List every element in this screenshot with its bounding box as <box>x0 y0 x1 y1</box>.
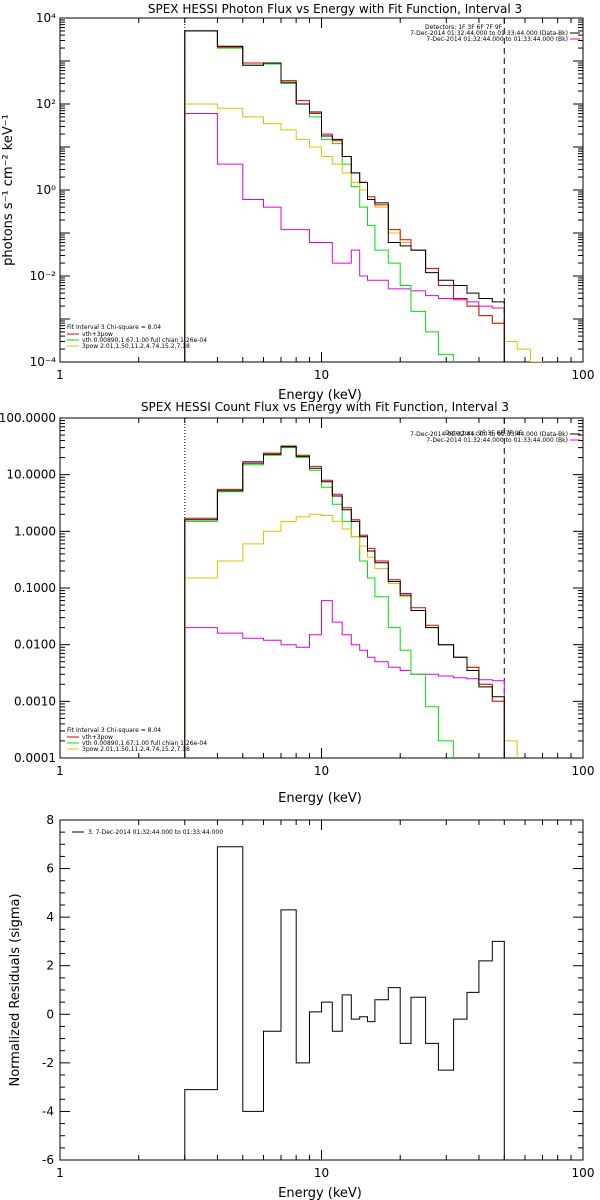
residual-ytick-label: 8 <box>46 813 54 827</box>
residual-ytick-label: 4 <box>46 910 54 924</box>
photon-xtick-label: 10 <box>314 368 329 382</box>
photon-fit-legend-title: Fit Interval 3 Chi-square = 8.04 <box>67 324 161 331</box>
count-ytick-label: 10.0000 <box>6 468 56 482</box>
photon-fit-legend-entry: vth 0.00890,1.67,1.00 full chian 1.26e-0… <box>82 337 207 344</box>
residuals-panel: Energy (keV) Normalized Residuals (sigma… <box>8 813 594 1200</box>
count-flux-plot-layer: 1 10 100 0.0001 0.0010 0.0100 0.1000 1.0000 10.0… <box>0 411 594 778</box>
photon-xtick-label: 1 <box>56 368 64 382</box>
count-xtick-label: 100 <box>572 764 595 778</box>
count-fit-legend-entry: 3pow 2.01,1.50,11.2,4.74,15.2,7.18 <box>82 746 190 753</box>
photon-ytick-label: 10⁻² <box>30 269 57 283</box>
residual-ytick-label: -2 <box>42 1056 54 1070</box>
photon-legend-entry: 7-Dec-2014 01:32:44.000 to 01:33:44.000 … <box>410 30 568 37</box>
residual-xtick-label: 10 <box>314 1166 329 1180</box>
residual-ytick-label: 0 <box>46 1007 54 1021</box>
count-series-vth-plus-3pow <box>184 445 505 758</box>
photon-xtick-label: 100 <box>572 368 595 382</box>
photon-legend-entry: 7-Dec-2014 01:32:44.000 to 01:33:44.000 … <box>426 36 568 43</box>
count-ytick-label: 0.0001 <box>14 751 56 765</box>
residual-ytick-label: 6 <box>46 862 54 876</box>
photon-flux-ylabel: photons s⁻¹ cm⁻² keV⁻¹ <box>1 114 16 266</box>
count-flux-xlabel: Energy (keV) <box>278 791 362 806</box>
count-series-background <box>184 600 505 758</box>
photon-flux-panel: SPEX HESSI Photon Flux vs Energy with Fi… <box>1 2 594 403</box>
photon-detectors-label: Detectors: 1F 3F 6F 7F 9F <box>425 24 503 31</box>
photon-series-pow <box>184 103 543 362</box>
count-legend-entry: 7-Dec-2014 01:32:44.000 to 01:33:44.000 … <box>410 431 568 438</box>
residual-xtick-label: 1 <box>56 1166 64 1180</box>
photon-series-vth-plus-3pow <box>184 30 505 362</box>
photon-series-background <box>184 113 505 362</box>
count-detectors-label: Detectors: 1F 3F 6F 7F 9F <box>445 430 523 437</box>
count-xtick-label: 1 <box>56 764 64 778</box>
count-fit-legend-title: Fit Interval 3 Chi-square = 8.04 <box>67 727 161 734</box>
photon-fit-legend-entry: 3pow 2.01,1.50,11.2,4.74,15.2,7.18 <box>82 343 190 350</box>
residual-legend-entry: 3. 7-Dec-2014 01:32:44.000 to 01:33:44.0… <box>88 829 223 836</box>
photon-ytick-label: 10⁴ <box>36 11 56 25</box>
count-fit-legend-entry: vth 0.00890,1.67,1.00 full chian 1.26e-0… <box>82 740 207 747</box>
count-ytick-label: 0.1000 <box>14 581 56 595</box>
residuals-xlabel: Energy (keV) <box>278 1186 362 1200</box>
count-ytick-label: 0.0100 <box>14 638 56 652</box>
residual-ytick-label: -4 <box>42 1104 54 1118</box>
count-series-vth <box>184 447 455 758</box>
photon-series-vth <box>184 30 455 362</box>
photon-flux-xlabel: Energy (keV) <box>278 388 362 403</box>
photon-fit-legend-entry: vth+3pow <box>82 331 113 338</box>
photon-ytick-label: 10² <box>36 97 56 111</box>
count-flux-title: SPEX HESSI Count Flux vs Energy with Fit… <box>141 400 509 414</box>
residual-series-residual <box>184 846 505 1160</box>
photon-flux-title: SPEX HESSI Photon Flux vs Energy with Fi… <box>148 2 522 16</box>
photon-flux-plot-layer: 1 10 100 10⁻⁴ 10⁻² 10⁰ 10² 10⁴ 7-Dec-2014 01:32:… <box>30 11 595 382</box>
residuals-ylabel: Normalized Residuals (sigma) <box>8 893 23 1086</box>
count-flux-panel: SPEX HESSI Count Flux vs Energy with Fit… <box>0 400 594 806</box>
count-legend-entry: 7-Dec-2014 01:32:44.000 to 01:33:44.000 … <box>426 437 568 444</box>
count-ytick-label: 0.0010 <box>14 694 56 708</box>
residuals-plot-layer: 1 10 100 -6 -4 -2 0 2 4 6 8 3. 7-Dec-2014 01:32:44.… <box>42 813 594 1180</box>
count-ytick-label: 100.0000 <box>0 411 56 425</box>
count-fit-legend-entry: vth+3pow <box>82 734 113 741</box>
count-ytick-label: 1.0000 <box>14 524 56 538</box>
photon-ytick-label: 10⁰ <box>36 183 56 197</box>
count-series-total <box>184 446 505 758</box>
photon-series-total <box>184 30 505 362</box>
residual-ytick-label: 2 <box>46 959 54 973</box>
count-xtick-label: 10 <box>314 764 329 778</box>
photon-ytick-label: 10⁻⁴ <box>30 355 57 369</box>
residual-ytick-label: -6 <box>42 1153 54 1167</box>
residual-xtick-label: 100 <box>572 1166 595 1180</box>
